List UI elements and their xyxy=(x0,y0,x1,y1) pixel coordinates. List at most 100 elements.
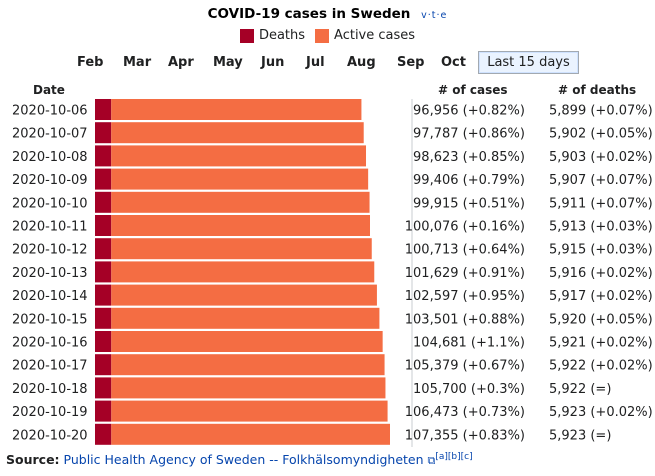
chart-title: COVID-19 cases in Sweden v·t·e xyxy=(0,6,655,22)
active-cases-bar xyxy=(111,215,370,236)
deaths-bar xyxy=(95,168,112,190)
active-cases-bar xyxy=(111,191,370,213)
row-deaths-label: 5,913 (+0.03%) xyxy=(549,220,653,235)
deaths-bar xyxy=(95,191,112,213)
row-deaths-label: 5,907 (+0.07%) xyxy=(549,173,653,188)
active-cases-bar xyxy=(111,354,385,376)
active-cases-bar xyxy=(111,145,367,167)
row-cases-label: 102,597 (+0.95%) xyxy=(405,289,525,304)
row-cases-label: 105,700 (+0.3%) xyxy=(413,382,525,397)
legend-label-active: Active cases xyxy=(334,28,416,43)
vte-links[interactable]: v·t·e xyxy=(421,10,448,21)
active-cases-bar xyxy=(111,122,364,144)
deaths-bar xyxy=(95,331,112,352)
row-date-label: 2020-10-13 xyxy=(12,266,88,281)
row-cases-label: 97,787 (+0.86%) xyxy=(413,127,525,142)
row-cases-label: 103,501 (+0.88%) xyxy=(405,312,525,327)
legend-swatch-active xyxy=(315,28,330,43)
deaths-bar xyxy=(95,377,112,399)
row-date-label: 2020-10-11 xyxy=(12,220,88,235)
deaths-bar xyxy=(95,215,112,236)
last-15-days-button[interactable]: Last 15 days xyxy=(478,51,579,74)
month-aug[interactable]: Aug xyxy=(347,55,376,70)
month-jun[interactable]: Jun xyxy=(261,55,285,70)
active-cases-bar xyxy=(111,307,380,329)
active-cases-bar xyxy=(111,284,377,306)
row-cases-label: 99,915 (+0.51%) xyxy=(413,196,525,211)
legend-item-deaths: Deaths xyxy=(239,28,306,43)
source-footer: Source: Public Health Agency of Sweden -… xyxy=(6,452,473,468)
row-deaths-label: 5,922 (+0.02%) xyxy=(549,359,653,374)
active-cases-bar xyxy=(111,261,375,283)
row-cases-label: 99,406 (+0.79%) xyxy=(413,173,525,188)
row-cases-label: 98,623 (+0.85%) xyxy=(413,150,525,165)
row-deaths-label: 5,899 (+0.07%) xyxy=(549,104,653,119)
row-deaths-label: 5,923 (+0.02%) xyxy=(549,405,653,420)
legend: Deaths Active cases xyxy=(0,28,655,43)
row-date-label: 2020-10-12 xyxy=(12,243,88,258)
legend-item-active: Active cases xyxy=(315,28,415,43)
active-cases-bar xyxy=(111,168,369,190)
row-deaths-label: 5,903 (+0.02%) xyxy=(549,150,653,165)
deaths-bar xyxy=(95,307,112,329)
row-date-label: 2020-10-08 xyxy=(12,150,88,165)
active-cases-bar xyxy=(111,238,372,260)
row-cases-label: 105,379 (+0.67%) xyxy=(405,359,525,374)
chart-plot: 2020-10-06 96,956 (+0.82%) 5,899 (+0.07%) 2… xyxy=(12,99,653,447)
row-date-label: 2020-10-20 xyxy=(12,428,88,443)
row-deaths-label: 5,917 (+0.02%) xyxy=(549,289,653,304)
row-cases-label: 101,629 (+0.91%) xyxy=(405,266,525,281)
month-feb[interactable]: Feb xyxy=(77,55,104,70)
row-date-label: 2020-10-19 xyxy=(12,405,88,420)
deaths-bar xyxy=(95,284,112,306)
row-date-label: 2020-10-15 xyxy=(12,312,88,327)
row-deaths-label: 5,915 (+0.03%) xyxy=(549,243,653,258)
deaths-bar xyxy=(95,400,112,422)
header-deaths: # of deaths xyxy=(558,83,637,97)
row-date-label: 2020-10-07 xyxy=(12,127,88,142)
title-text: COVID-19 cases in Sweden xyxy=(207,6,411,22)
row-date-label: 2020-10-17 xyxy=(12,359,88,374)
deaths-bar xyxy=(95,423,112,445)
row-date-label: 2020-10-06 xyxy=(12,104,88,119)
row-deaths-label: 5,916 (+0.02%) xyxy=(549,266,653,281)
legend-label-deaths: Deaths xyxy=(258,28,306,43)
row-cases-label: 106,473 (+0.73%) xyxy=(405,405,525,420)
row-deaths-label: 5,920 (+0.05%) xyxy=(549,312,653,327)
active-cases-bar xyxy=(111,331,383,352)
month-jul[interactable]: Jul xyxy=(306,55,325,70)
source-label: Source: xyxy=(6,452,60,468)
deaths-bar xyxy=(95,261,112,283)
row-date-label: 2020-10-10 xyxy=(12,196,88,211)
deaths-bar xyxy=(95,145,112,167)
row-deaths-label: 5,902 (+0.05%) xyxy=(549,127,653,142)
row-date-label: 2020-10-09 xyxy=(12,173,88,188)
header-date: Date xyxy=(33,83,65,97)
month-may[interactable]: May xyxy=(213,55,243,70)
active-cases-bar xyxy=(111,99,362,120)
deaths-bar xyxy=(95,122,112,144)
deaths-bar xyxy=(95,354,112,376)
header-cases: # of cases xyxy=(438,83,508,97)
row-deaths-label: 5,922 (=) xyxy=(549,382,611,397)
active-cases-bar xyxy=(111,377,386,399)
deaths-bar xyxy=(95,238,112,260)
month-oct[interactable]: Oct xyxy=(441,55,466,70)
legend-swatch-deaths xyxy=(239,28,254,43)
row-cases-label: 107,355 (+0.83%) xyxy=(405,428,525,443)
month-mar[interactable]: Mar xyxy=(123,55,152,70)
source-link[interactable]: Public Health Agency of Sweden -- Folkhä… xyxy=(63,452,424,468)
row-cases-label: 96,956 (+0.82%) xyxy=(413,104,525,119)
deaths-bar xyxy=(95,99,112,120)
month-apr[interactable]: Apr xyxy=(168,55,194,70)
row-date-label: 2020-10-14 xyxy=(12,289,88,304)
row-cases-label: 100,076 (+0.16%) xyxy=(405,220,525,235)
active-cases-bar xyxy=(111,400,388,422)
row-deaths-label: 5,923 (=) xyxy=(549,428,611,443)
source-refs[interactable]: [a][b][c] xyxy=(435,452,473,462)
external-link-icon: ⧉ xyxy=(427,454,436,468)
month-sep[interactable]: Sep xyxy=(397,55,425,70)
month-selector: Feb Mar Apr May Jun Jul Aug Sep Oct Last… xyxy=(0,51,655,77)
row-deaths-label: 5,911 (+0.07%) xyxy=(549,196,653,211)
row-deaths-label: 5,921 (+0.02%) xyxy=(549,336,653,351)
